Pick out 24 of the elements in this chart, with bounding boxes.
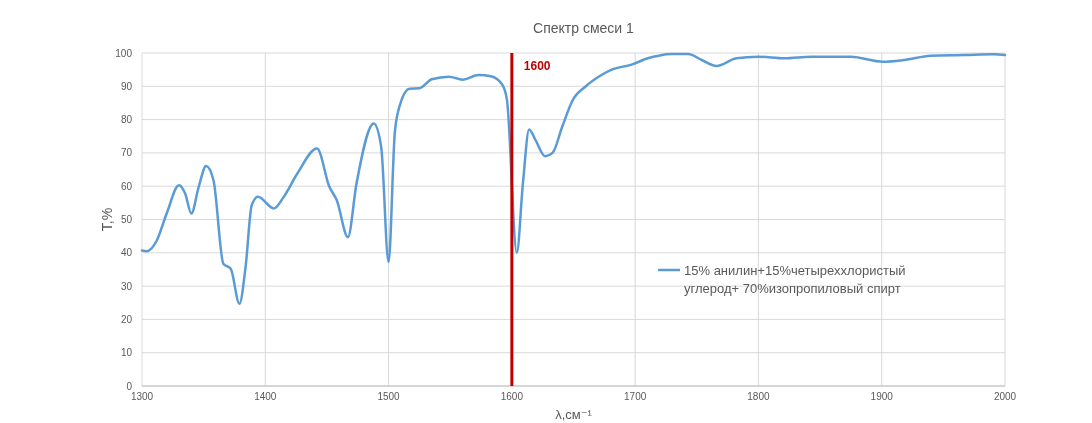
x-tick-label: 1700 [624,391,647,402]
x-tick-label: 1800 [747,391,770,402]
x-tick-label: 1400 [254,391,277,402]
x-tick-label: 1300 [130,391,154,402]
y-tick-label: 30 [120,280,133,292]
y-tick-label: 70 [120,147,133,159]
y-tick-label: 40 [120,247,133,259]
x-tick-label: 2000 [993,391,1017,402]
y-tick-label: 80 [120,114,133,126]
ref-line-label: 1600 [523,59,551,73]
y-axis-title: T,% [99,207,115,232]
x-tick-label: 1900 [870,391,894,402]
chart-title: Спектр смеси 1 [533,20,635,36]
y-tick-label: 60 [120,180,133,192]
y-tick-label: 10 [120,347,133,359]
legend-label: 15% анилин+15%четыреххлористый углерод+ 70%изопропиловый спирт [684,262,906,296]
x-axis-title: λ,см⁻¹ [555,407,593,422]
x-tick-label: 1500 [377,391,401,402]
y-tick-label: 90 [120,80,133,92]
y-tick-label: 50 [120,214,133,225]
y-tick-label: 20 [120,313,133,325]
y-tick-label: 0 [126,380,133,392]
x-tick-label: 1600 [500,391,524,402]
y-tick-label: 100 [115,47,133,59]
